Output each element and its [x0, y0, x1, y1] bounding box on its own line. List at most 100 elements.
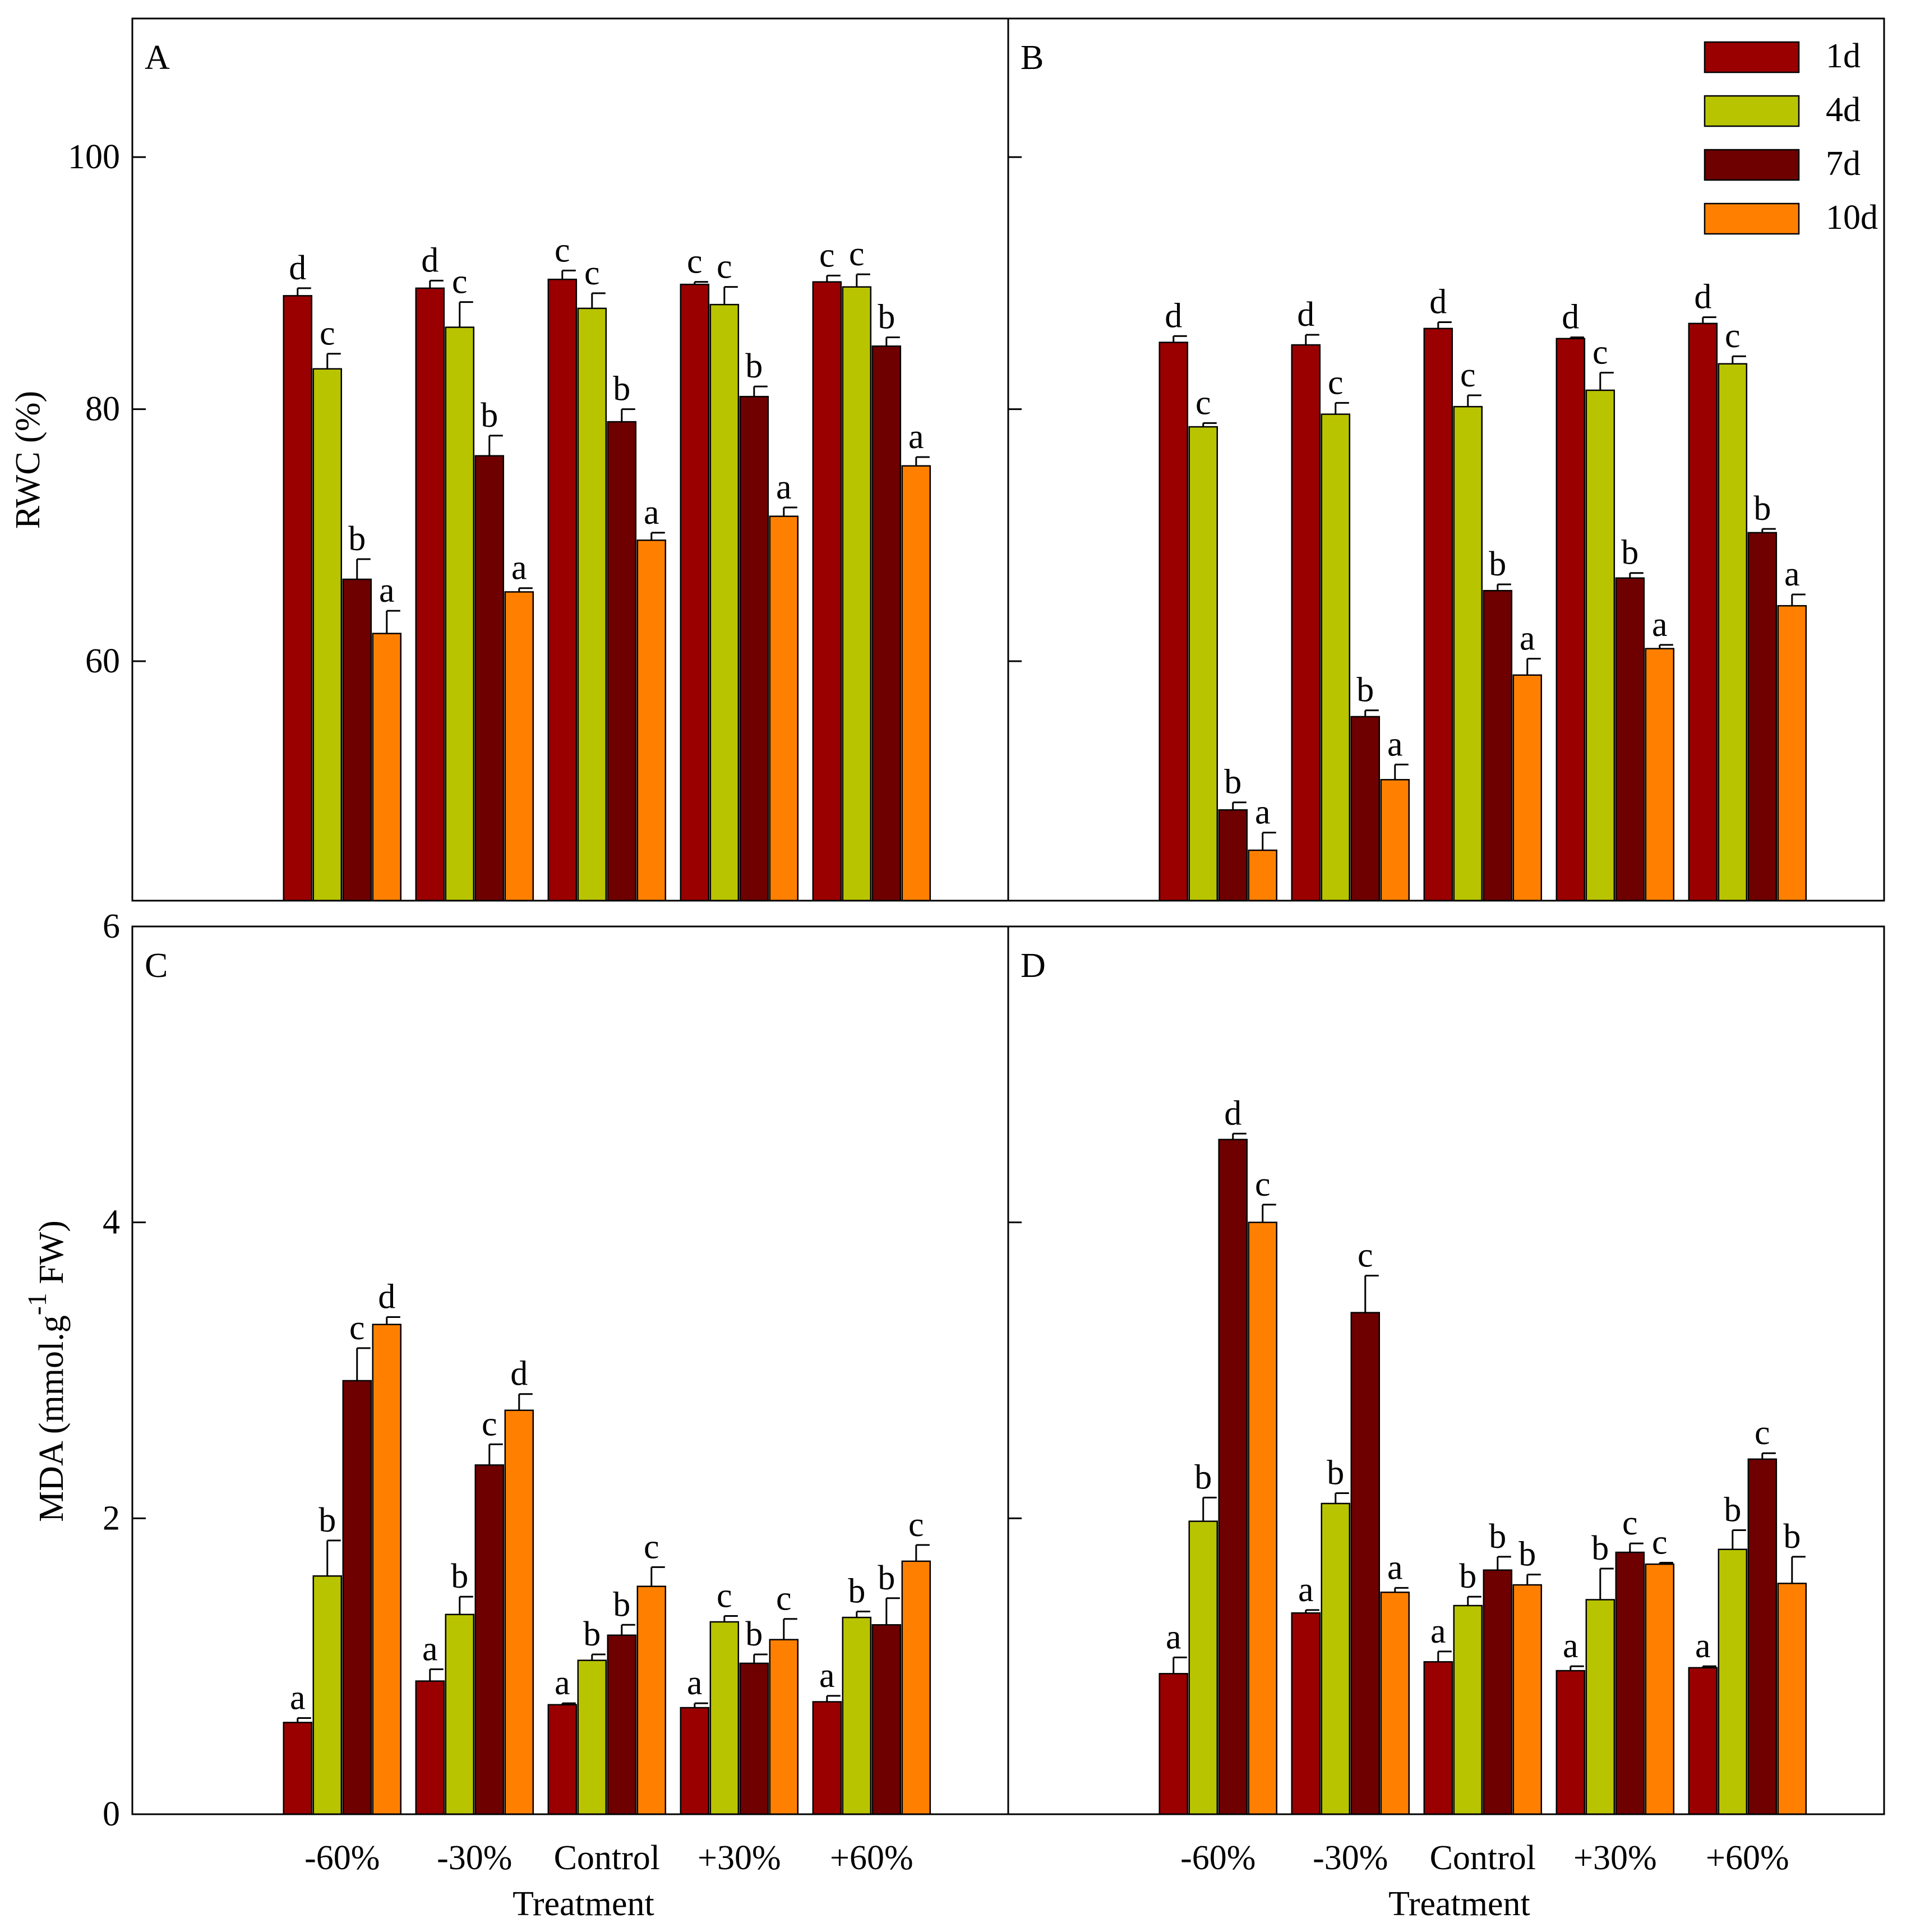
y-tick-label: 0: [103, 1795, 120, 1833]
significance-letter: a: [687, 1664, 703, 1702]
bar-A-10d-2: [636, 540, 667, 902]
bar-C-10d-3: [769, 1639, 799, 1815]
significance-letter: d: [1429, 283, 1447, 321]
significance-letter: b: [878, 1559, 895, 1597]
bar-C-1d-2: [547, 1704, 578, 1815]
significance-letter: b: [745, 1615, 763, 1653]
x-tick-label: Control: [554, 1839, 660, 1877]
y-axis-title-superscript: -1: [22, 1293, 52, 1315]
significance-letter: b: [348, 520, 366, 558]
y-tick-label: 4: [103, 1204, 120, 1242]
bar-C-10d-1: [504, 1409, 534, 1815]
significance-letter: b: [1194, 1458, 1212, 1496]
bar-B-4d-0: [1188, 426, 1218, 902]
x-tick-label: -30%: [1313, 1839, 1388, 1877]
bar-A-10d-4: [901, 465, 931, 902]
bar-B-7d-3: [1615, 577, 1645, 902]
bar-D-10d-3: [1645, 1563, 1675, 1815]
significance-letter: b: [318, 1501, 336, 1539]
x-tick-label: -60%: [1180, 1839, 1255, 1877]
significance-letter: d: [378, 1278, 395, 1316]
significance-letter: a: [1563, 1627, 1578, 1665]
significance-letter: c: [1195, 384, 1211, 422]
bar-A-1d-3: [680, 283, 710, 902]
significance-letter: b: [613, 370, 630, 408]
bar-D-7d-0: [1218, 1138, 1248, 1815]
legend-label-1d: 1d: [1826, 37, 1861, 75]
bar-D-4d-2: [1453, 1604, 1483, 1815]
significance-letter: c: [776, 1580, 792, 1618]
bar-B-10d-0: [1248, 849, 1278, 902]
x-tick-label: +60%: [1706, 1839, 1789, 1877]
significance-letter: b: [878, 298, 895, 336]
panel-frame-D: [1007, 925, 1885, 1815]
significance-letter: b: [481, 396, 498, 435]
significance-letter: c: [320, 315, 335, 353]
significance-letter: a: [908, 418, 924, 456]
significance-letter: c: [1725, 317, 1741, 355]
significance-letter: a: [555, 1664, 570, 1702]
bar-C-10d-0: [372, 1324, 402, 1815]
significance-letter: a: [776, 468, 792, 506]
bar-A-4d-0: [312, 368, 343, 902]
significance-letter: c: [1460, 356, 1476, 394]
bar-C-10d-4: [901, 1560, 931, 1815]
bar-D-10d-2: [1512, 1584, 1543, 1815]
y-axis-title-part: FW): [33, 1220, 71, 1293]
bar-D-7d-2: [1483, 1569, 1513, 1815]
y-tick-label: 80: [85, 390, 120, 428]
significance-letter: b: [1724, 1491, 1741, 1529]
bar-C-7d-0: [342, 1380, 372, 1815]
bar-A-7d-4: [871, 345, 902, 902]
bar-D-7d-3: [1615, 1551, 1645, 1815]
bar-B-4d-4: [1718, 363, 1748, 902]
bar-C-1d-3: [680, 1707, 710, 1815]
significance-letter: c: [1622, 1504, 1638, 1542]
legend-label-7d: 7d: [1826, 145, 1861, 183]
significance-letter: d: [1224, 1094, 1241, 1132]
bar-C-1d-0: [283, 1722, 313, 1815]
bar-D-10d-1: [1380, 1592, 1410, 1815]
bar-A-7d-2: [607, 421, 637, 902]
legend-label-10d: 10d: [1826, 199, 1878, 237]
significance-letter: d: [1694, 278, 1711, 316]
bar-D-4d-0: [1188, 1520, 1218, 1815]
y-tick-label: 100: [68, 138, 120, 176]
y-axis-title-part: MDA (mmol.g: [33, 1315, 71, 1522]
bar-B-7d-0: [1218, 809, 1248, 902]
x-tick-label: +30%: [698, 1839, 781, 1877]
bar-A-1d-2: [547, 278, 578, 902]
bar-C-1d-1: [415, 1680, 445, 1815]
y-tick-label: 60: [85, 642, 120, 680]
bar-D-1d-1: [1291, 1612, 1321, 1815]
bar-D-7d-4: [1747, 1458, 1778, 1815]
y-axis-title-rwc: RWC (%): [9, 391, 47, 529]
legend-swatch-7d: [1704, 149, 1800, 181]
significance-letter: d: [289, 249, 306, 287]
significance-letter: c: [849, 235, 865, 273]
significance-letter: c: [908, 1506, 924, 1544]
significance-letter: c: [1328, 363, 1344, 402]
bar-A-7d-3: [739, 395, 769, 902]
significance-letter: b: [1621, 534, 1638, 572]
significance-letter: c: [555, 231, 570, 269]
panel-label: B: [1021, 39, 1044, 77]
bar-C-7d-1: [474, 1464, 505, 1815]
bar-B-10d-4: [1777, 605, 1807, 902]
bar-D-4d-3: [1585, 1599, 1615, 1815]
significance-letter: b: [1489, 545, 1506, 583]
bar-C-4d-2: [577, 1659, 607, 1815]
significance-letter: a: [1784, 555, 1800, 593]
significance-letter: a: [290, 1679, 306, 1717]
significance-letter: c: [819, 236, 835, 274]
x-tick-label: +30%: [1573, 1839, 1657, 1877]
bar-C-4d-1: [445, 1613, 475, 1815]
bar-A-4d-1: [445, 326, 475, 902]
significance-letter: b: [613, 1585, 630, 1624]
x-tick-label: -30%: [437, 1839, 512, 1877]
significance-letter: a: [1166, 1618, 1181, 1656]
significance-letter: b: [1327, 1454, 1344, 1492]
significance-letter: a: [1255, 794, 1271, 832]
